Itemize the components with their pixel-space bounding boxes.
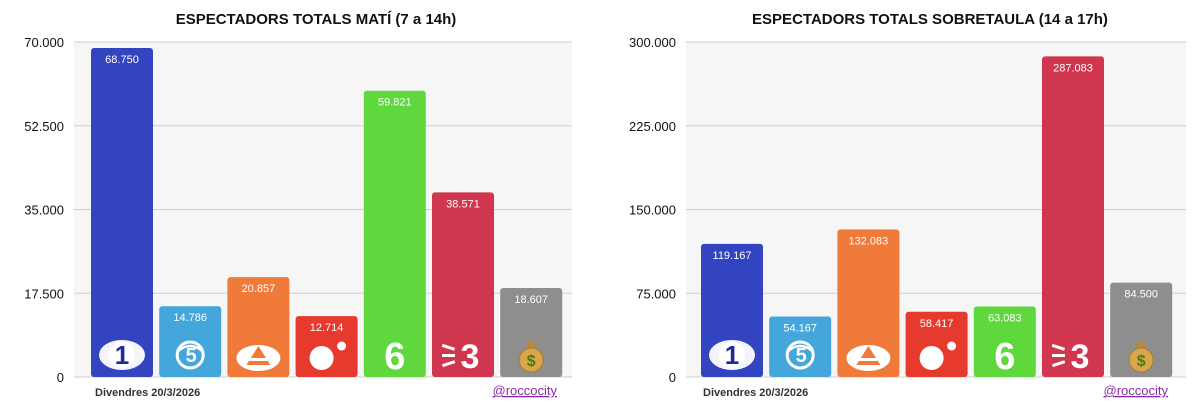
y-tick-label: 300.000: [629, 35, 676, 50]
y-tick-label: 70.000: [24, 35, 64, 50]
bar-value-label: 59.821: [378, 97, 412, 109]
svg-text:1: 1: [725, 340, 739, 370]
bar-value-label: 84.500: [1124, 289, 1158, 301]
svg-text:1: 1: [115, 340, 129, 370]
y-tick-label: 0: [57, 370, 64, 385]
bar-tv3: [1042, 56, 1104, 377]
y-tick-label: 35.000: [24, 203, 64, 218]
chart-title: ESPECTADORS TOTALS SOBRETAULA (14 a 17h): [752, 11, 1108, 28]
svg-text:5: 5: [796, 345, 807, 367]
y-tick-label: 75.000: [636, 286, 676, 301]
lasexta-icon: 6: [384, 336, 405, 378]
bar-value-label: 58.417: [920, 318, 954, 330]
svg-text:6: 6: [384, 336, 405, 378]
svg-text:$: $: [527, 353, 536, 370]
antena3-icon: [846, 345, 890, 371]
y-tick-label: 150.000: [629, 203, 676, 218]
bar-value-label: 12.714: [310, 322, 344, 334]
bar-value-label: 63.083: [988, 313, 1022, 325]
chart-panel-afternoon: ESPECTADORS TOTALS SOBRETAULA (14 a 17h)…: [600, 0, 1199, 406]
y-tick-label: 17.500: [24, 286, 64, 301]
y-tick-label: 0: [669, 370, 676, 385]
bar-la-1: [91, 48, 153, 377]
antena3-icon: [236, 345, 280, 371]
bar-value-label: 14.786: [173, 312, 207, 324]
svg-text:3: 3: [461, 338, 480, 376]
bar-value-label: 132.083: [849, 236, 889, 248]
svg-text:6: 6: [994, 336, 1015, 378]
svg-text:$: $: [1137, 353, 1146, 370]
bar-value-label: 119.167: [713, 250, 752, 262]
footer-handle[interactable]: @roccocity: [1104, 383, 1169, 398]
bar-value-label: 287.083: [1053, 62, 1093, 74]
footer-date: Divendres 20/3/2026: [95, 387, 200, 399]
svg-text:5: 5: [186, 345, 197, 367]
bar-value-label: 68.750: [105, 54, 139, 66]
footer-handle[interactable]: @roccocity: [493, 383, 558, 398]
footer-date: Divendres 20/3/2026: [703, 387, 808, 399]
bar-value-label: 38.571: [446, 198, 480, 210]
chart-morning: ESPECTADORS TOTALS MATÍ (7 a 14h) Divend…: [0, 0, 599, 406]
chart-title: ESPECTADORS TOTALS MATÍ (7 a 14h): [176, 11, 457, 28]
y-tick-label: 52.500: [24, 119, 64, 134]
lasexta-icon: 6: [994, 336, 1015, 378]
bar-lasexta: [364, 91, 426, 377]
bar-value-label: 54.167: [783, 323, 817, 335]
y-tick-label: 225.000: [629, 119, 676, 134]
la1-icon: 1: [709, 340, 755, 370]
bar-value-label: 20.857: [242, 283, 276, 295]
svg-text:3: 3: [1071, 338, 1090, 376]
bar-value-label: 18.607: [514, 294, 548, 306]
la1-icon: 1: [99, 340, 145, 370]
chart-afternoon: ESPECTADORS TOTALS SOBRETAULA (14 a 17h)…: [600, 0, 1199, 406]
chart-panel-morning: ESPECTADORS TOTALS MATÍ (7 a 14h) Divend…: [0, 0, 599, 406]
